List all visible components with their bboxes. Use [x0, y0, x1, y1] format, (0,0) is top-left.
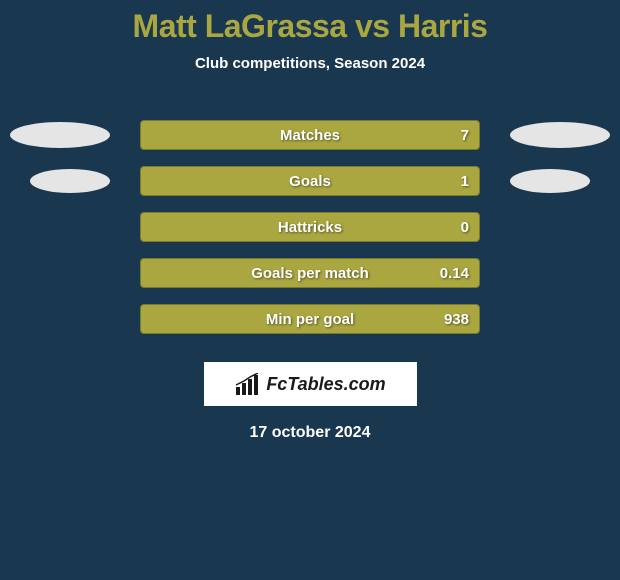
stat-label: Min per goal — [266, 311, 354, 328]
stat-bar: Hattricks 0 — [140, 212, 480, 242]
stat-row-matches: Matches 7 — [0, 112, 620, 158]
stats-area: Matches 7 Goals 1 Hattricks 0 Goals per … — [0, 112, 620, 342]
ellipse-left — [10, 122, 110, 148]
stat-row-goals: Goals 1 — [0, 158, 620, 204]
date-label: 17 october 2024 — [0, 424, 620, 442]
stat-label: Hattricks — [278, 219, 342, 236]
stat-bar: Goals per match 0.14 — [140, 258, 480, 288]
ellipse-left — [30, 169, 110, 193]
logo-text: FcTables.com — [266, 374, 385, 395]
stat-label: Goals — [289, 173, 331, 190]
ellipse-right — [510, 122, 610, 148]
stat-bar: Matches 7 — [140, 120, 480, 150]
stat-bar: Goals 1 — [140, 166, 480, 196]
chart-icon — [234, 373, 262, 395]
stat-row-min-per-goal: Min per goal 938 — [0, 296, 620, 342]
stat-value: 0 — [461, 219, 469, 236]
stat-value: 938 — [444, 311, 469, 328]
logo-box: FcTables.com — [204, 362, 417, 406]
ellipse-right — [510, 169, 590, 193]
stat-value: 7 — [461, 127, 469, 144]
stat-row-goals-per-match: Goals per match 0.14 — [0, 250, 620, 296]
subtitle: Club competitions, Season 2024 — [0, 55, 620, 72]
stat-row-hattricks: Hattricks 0 — [0, 204, 620, 250]
page-title: Matt LaGrassa vs Harris — [0, 8, 620, 45]
chart-container: Matt LaGrassa vs Harris Club competition… — [0, 0, 620, 442]
stat-label: Goals per match — [251, 265, 369, 282]
stat-bar: Min per goal 938 — [140, 304, 480, 334]
stat-value: 1 — [461, 173, 469, 190]
stat-label: Matches — [280, 127, 340, 144]
stat-value: 0.14 — [440, 265, 469, 282]
